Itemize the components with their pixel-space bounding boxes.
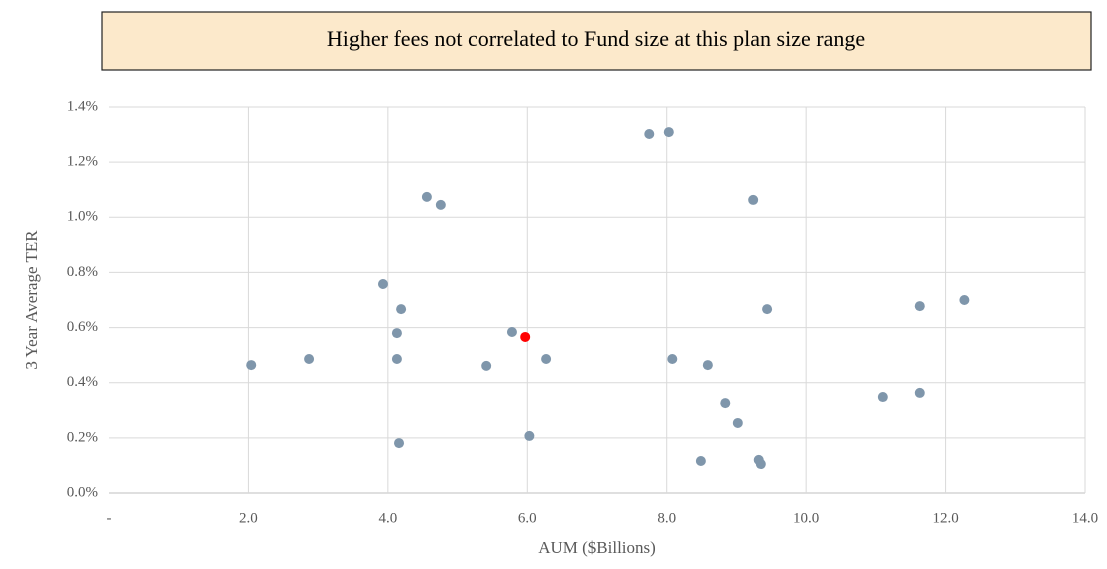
point	[762, 304, 773, 315]
point	[391, 354, 402, 365]
y-tick-label: 1.2%	[67, 154, 98, 170]
title-box	[101, 11, 1092, 71]
y-tick-label: 1.0%	[67, 209, 98, 225]
point	[377, 279, 388, 290]
x-tick-label: 12.0	[932, 510, 958, 526]
point	[506, 326, 517, 337]
point	[959, 295, 970, 305]
point	[720, 398, 731, 409]
x-tick-label: 4.0	[378, 510, 397, 526]
y-tick-label: 0.6%	[67, 319, 98, 335]
point	[644, 129, 655, 140]
point	[391, 328, 402, 339]
y-tick-label: 1.4%	[67, 98, 98, 114]
x-tick-label: 10.0	[793, 510, 819, 526]
point	[755, 459, 766, 470]
point	[304, 354, 315, 365]
point	[541, 354, 552, 365]
point	[702, 360, 713, 371]
x-tick-label: 2.0	[239, 510, 258, 526]
point	[435, 199, 446, 210]
point	[732, 417, 743, 428]
y-tick-label: 0.8%	[67, 264, 98, 280]
point	[396, 304, 407, 315]
point	[748, 194, 759, 205]
x-tick-label: -	[107, 510, 112, 526]
x-tick-label: 8.0	[657, 510, 676, 526]
x-tick-label: 14.0	[1072, 510, 1098, 526]
chart-title: Higher fees not correlated to Fund size …	[327, 26, 865, 51]
point	[421, 191, 432, 202]
y-tick-label: 0.2%	[67, 429, 98, 445]
point	[524, 430, 535, 441]
y-tick-label: 0.0%	[67, 484, 98, 500]
point	[481, 360, 492, 371]
point	[246, 360, 257, 371]
point	[520, 331, 531, 342]
x-axis-title: AUM ($Billions)	[538, 538, 656, 557]
point	[667, 354, 678, 365]
y-tick-label: 0.4%	[67, 374, 98, 390]
point	[914, 301, 925, 312]
point	[663, 127, 674, 138]
point	[695, 456, 706, 467]
x-tick-label: 6.0	[518, 510, 537, 526]
point	[914, 387, 925, 398]
point	[394, 438, 405, 449]
point	[877, 392, 888, 403]
y-axis-title: 3 Year Average TER	[22, 230, 41, 370]
